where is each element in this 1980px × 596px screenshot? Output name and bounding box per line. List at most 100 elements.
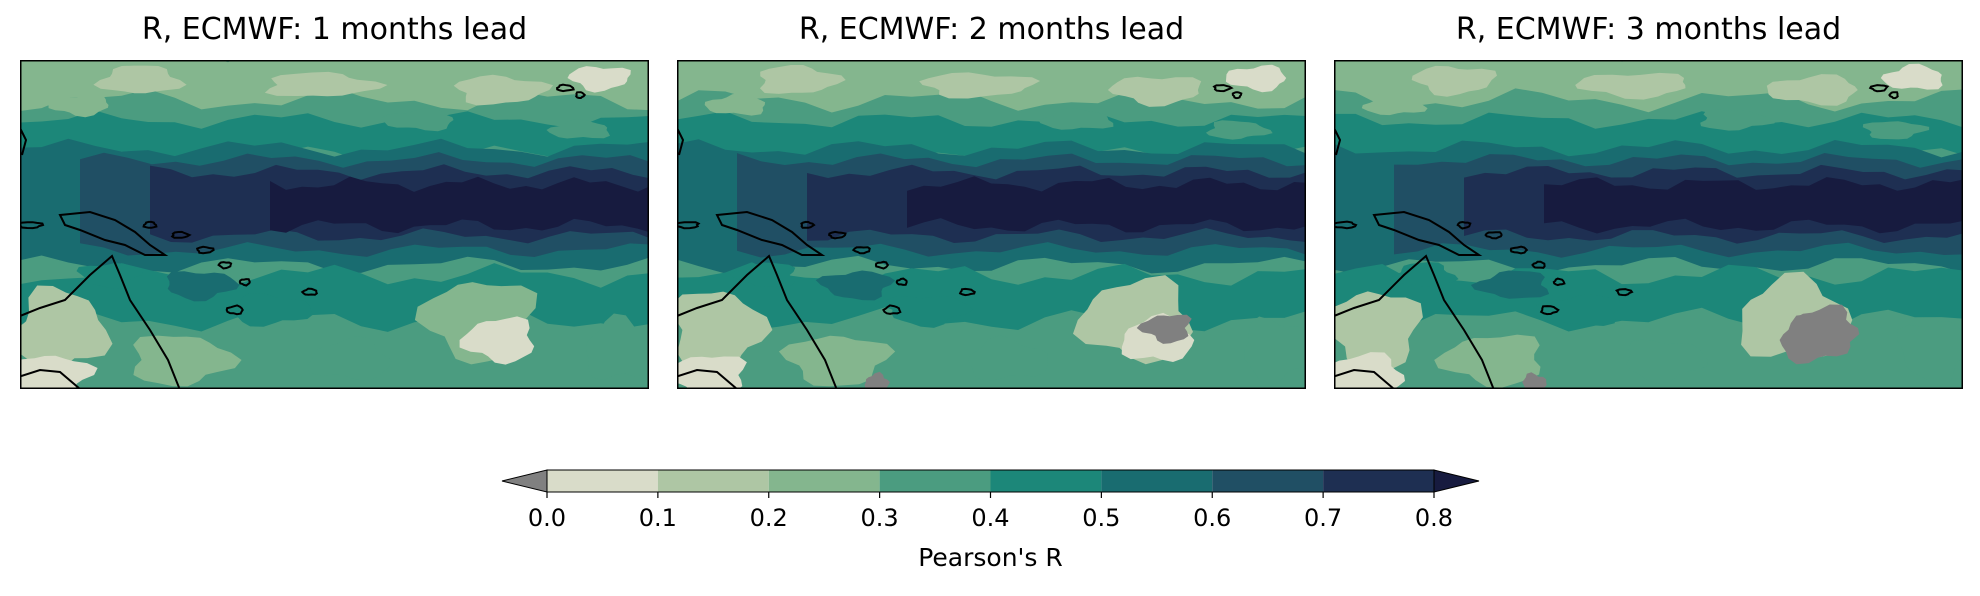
colorbar-tick-label: 0.8 (1415, 504, 1453, 532)
field-patch (1700, 109, 1776, 131)
field-patch (48, 94, 109, 118)
island-outline (1539, 305, 1560, 316)
map-frame (677, 60, 1306, 389)
map-panel-lead-1: R, ECMWF: 1 months lead (20, 0, 649, 390)
colorbar-label: Pearson's R (918, 543, 1063, 572)
island-outline (895, 277, 908, 286)
island-outline (1372, 210, 1483, 256)
coastlines (1334, 84, 1899, 389)
panel-title: R, ECMWF: 2 months lead (798, 12, 1185, 47)
field-patch (778, 335, 896, 387)
field-patch (1411, 65, 1497, 97)
field-patch (546, 119, 610, 139)
colorbar-bin (768, 470, 880, 492)
field-patch (1626, 339, 1709, 384)
coast-outline (677, 368, 738, 389)
field-patch (1107, 76, 1202, 107)
colorbar-bin (990, 470, 1102, 492)
island-outline (556, 83, 575, 93)
coastlines (20, 83, 587, 389)
colorbar-bin (1101, 470, 1213, 492)
colorbar-bin (547, 470, 658, 492)
island-outline (851, 246, 871, 255)
island-outline (882, 304, 902, 315)
panel-title: R, ECMWF: 3 months lead (1455, 12, 1842, 47)
island-outline (142, 220, 158, 229)
coast-outline (677, 254, 838, 389)
colorbar-tick-label: 0.5 (1082, 504, 1120, 532)
island-outline (1614, 288, 1634, 297)
island-outline (1456, 220, 1472, 230)
colorbar: 0.0 0.1 0.2 0.3 0.4 0.5 0.6 0.7 0.8 Pearson's R (501, 469, 1480, 572)
masked-patch (864, 371, 890, 389)
island-outline (1531, 260, 1546, 269)
masked-patch (1136, 314, 1192, 344)
masked-patch (1522, 372, 1547, 389)
field-band (270, 176, 649, 234)
island-outline (58, 210, 169, 256)
field-patch (166, 271, 240, 302)
island-outline (1868, 84, 1890, 93)
field-patch (677, 356, 747, 389)
field-patch (1334, 291, 1423, 374)
island-outline (1552, 277, 1566, 287)
coast-outline (20, 254, 181, 389)
island-outline (1888, 91, 1899, 100)
island-outline (225, 304, 244, 316)
field-patch (759, 65, 846, 94)
field-patch (264, 71, 388, 97)
island-outline (217, 261, 233, 270)
field-patch (919, 72, 1041, 99)
field-patch (1038, 108, 1114, 130)
map-panel-lead-2: R, ECMWF: 2 months lead (677, 0, 1306, 390)
coast-outline (1334, 127, 1342, 156)
island-outline (827, 230, 847, 240)
field-patch (453, 74, 554, 106)
coast-outline (20, 127, 28, 156)
colorbar-bin (657, 470, 769, 492)
colorbar-tick-label: 0.2 (750, 504, 788, 532)
island-outline (958, 287, 976, 297)
island-outline (715, 210, 826, 256)
island-outline (575, 91, 587, 99)
coast-outline (677, 127, 685, 156)
field-patch (815, 270, 896, 301)
island-outline (677, 221, 701, 230)
field-patch (1389, 262, 1459, 287)
field-patch (1244, 316, 1306, 386)
colorbar-tick-label: 0.1 (639, 504, 677, 532)
colorbar-under-arrow (501, 469, 548, 493)
colorbar-tick-label: 0.7 (1304, 504, 1342, 532)
field-band (1544, 177, 1963, 234)
field-patch (677, 291, 773, 373)
field-patch (382, 108, 454, 132)
field-patch (1361, 93, 1428, 116)
field-patch (1575, 72, 1686, 100)
colorbar-bin (879, 470, 991, 492)
colorbar-tick-label: 0.3 (861, 504, 899, 532)
colorbar-tick-label: 0.4 (971, 504, 1009, 532)
island-outline (1484, 231, 1503, 240)
island-outline (1509, 245, 1529, 255)
panel-title: R, ECMWF: 1 months lead (141, 12, 528, 47)
field-patch (1862, 121, 1930, 140)
field-patch (1880, 63, 1943, 90)
coast-outline (20, 368, 81, 389)
colorbar-tick-label: 0.0 (528, 504, 566, 532)
map-panel-lead-3: R, ECMWF: 3 months lead (1334, 0, 1963, 390)
island-outline (20, 221, 45, 230)
island-outline (300, 287, 318, 296)
colorbar-over-arrow (1433, 469, 1480, 493)
field-band (20, 110, 649, 164)
correlation-map (20, 60, 649, 389)
field-patch (231, 293, 313, 327)
field-patch (886, 295, 973, 328)
island-outline (1231, 91, 1243, 100)
field-patch (306, 336, 392, 381)
colorbar-tick-label: 0.6 (1193, 504, 1231, 532)
coastlines (677, 84, 1243, 389)
island-outline (238, 278, 251, 287)
field-patch (76, 263, 143, 289)
correlation-map (1334, 60, 1963, 389)
